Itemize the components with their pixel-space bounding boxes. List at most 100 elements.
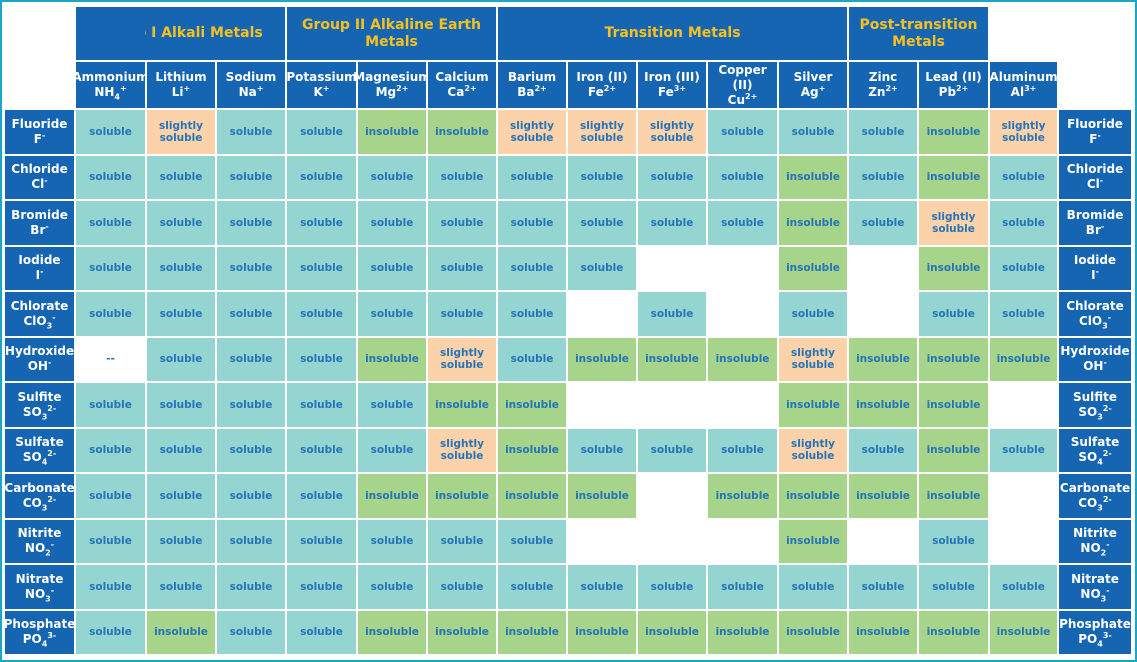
anion-charge: -: [47, 358, 52, 368]
solubility-cell: insoluble: [358, 474, 426, 518]
solubility-cell: slightly soluble: [498, 110, 566, 154]
cation-symbol: Fe: [587, 85, 604, 99]
solubility-cell: soluble: [76, 565, 145, 609]
solubility-cell: insoluble: [568, 474, 636, 518]
solubility-cell: soluble: [990, 246, 1057, 290]
solubility-cell: insoluble: [498, 474, 566, 518]
anion-formula: SO42-: [23, 450, 56, 466]
anion-formula: OH-: [28, 359, 52, 374]
solubility-cell: insoluble: [779, 519, 847, 563]
solubility-value: soluble: [229, 398, 273, 411]
anion-subscript: 3: [41, 412, 48, 422]
anion-name: Fluoride: [11, 116, 68, 131]
anion-charge: -: [50, 540, 55, 550]
solubility-cell: soluble: [358, 519, 426, 563]
solubility-value: soluble: [721, 216, 764, 229]
solubility-cell: soluble: [568, 428, 636, 472]
solubility-cell: soluble: [568, 246, 636, 290]
anion-header: Chloride Cl-: [5, 155, 74, 199]
solubility-value: soluble: [861, 171, 905, 184]
anion-subscript: 4: [1097, 639, 1103, 649]
cation-charge: +: [818, 84, 826, 93]
solubility-cell: soluble: [708, 428, 777, 472]
solubility-cell: soluble: [287, 565, 356, 609]
solubility-value: soluble: [89, 580, 132, 593]
cation-header: Ammonium NH4+: [72, 62, 149, 108]
cation-subscript: 4: [114, 92, 120, 102]
solubility-value: insoluble: [786, 535, 840, 548]
solubility-value: soluble: [580, 580, 624, 593]
anion-charge: -: [50, 585, 55, 595]
solubility-value: soluble: [510, 580, 554, 593]
cation-name: Lead (II): [925, 70, 982, 84]
solubility-cell: insoluble: [708, 474, 777, 518]
solubility-value: soluble: [791, 580, 835, 593]
cation-charge: 2+: [534, 84, 547, 93]
cation-header: Zinc Zn2+: [849, 62, 917, 108]
solubility-value: insoluble: [505, 444, 559, 457]
solubility-value: slightly soluble: [510, 119, 554, 144]
solubility-cell: insoluble: [779, 610, 847, 654]
solubility-value: soluble: [229, 216, 273, 229]
anion-symbol: NO: [1080, 586, 1101, 601]
cation-header: Potassium K+: [286, 62, 357, 108]
anion-header-right: Chloride Cl-: [1059, 155, 1131, 199]
solubility-value: insoluble: [435, 626, 489, 639]
solubility-cell: soluble: [217, 565, 285, 609]
solubility-cell: slightly soluble: [919, 201, 988, 245]
solubility-cell: soluble: [638, 428, 706, 472]
solubility-cell: insoluble: [428, 610, 496, 654]
solubility-cell: soluble: [358, 201, 426, 245]
solubility-cell: insoluble: [919, 383, 988, 427]
cation-charge: 2+: [603, 84, 617, 93]
solubility-cell: soluble: [428, 201, 496, 245]
solubility-value: insoluble: [505, 398, 559, 411]
solubility-cell: insoluble: [779, 383, 847, 427]
solubility-cell: soluble: [287, 428, 356, 472]
solubility-value: soluble: [510, 216, 554, 229]
anion-symbol: SO: [22, 404, 42, 419]
solubility-value: soluble: [580, 216, 624, 229]
solubility-value: soluble: [229, 626, 273, 639]
anion-symbol: F: [1089, 131, 1098, 146]
anion-subscript: 3: [41, 503, 48, 513]
solubility-cell: soluble: [217, 474, 285, 518]
anion-formula: PO43-: [23, 632, 56, 648]
anion-charge: -: [44, 176, 48, 186]
solubility-cell: soluble: [498, 519, 566, 563]
cation-formula: Mg2+: [376, 85, 409, 100]
cation-formula: Ca2+: [447, 85, 476, 100]
anion-symbol: F: [33, 131, 42, 146]
solubility-value: soluble: [229, 307, 273, 320]
anion-charge: 3-: [1102, 631, 1112, 641]
anion-formula: F-: [33, 131, 46, 147]
solubility-value: soluble: [300, 353, 343, 366]
solubility-cell: [708, 246, 777, 290]
anion-header-right: Nitrate NO3-: [1059, 565, 1131, 609]
cation-header: Sodium Na+: [217, 62, 285, 108]
anion-symbol: NO: [24, 586, 46, 601]
solubility-cell: insoluble: [147, 610, 215, 654]
cation-symbol: Pb: [938, 85, 957, 99]
solubility-value: insoluble: [645, 626, 699, 639]
anion-header: Hydroxide OH-: [5, 337, 74, 381]
solubility-cell: --: [76, 337, 145, 381]
solubility-cell: soluble: [498, 246, 566, 290]
anion-formula: SO32-: [22, 404, 56, 422]
solubility-value: soluble: [791, 307, 835, 320]
solubility-cell: soluble: [147, 428, 215, 472]
anion-subscript: 2: [45, 548, 51, 558]
solubility-value: soluble: [1002, 216, 1045, 229]
solubility-cell: [849, 519, 917, 563]
solubility-value: soluble: [721, 580, 764, 593]
solubility-value: soluble: [370, 444, 414, 457]
cation-charge: 2+: [956, 84, 969, 93]
solubility-cell: insoluble: [919, 610, 988, 654]
solubility-cell: soluble: [779, 565, 847, 609]
solubility-value: soluble: [89, 489, 132, 502]
solubility-value: soluble: [159, 444, 203, 457]
solubility-value: soluble: [861, 125, 905, 138]
solubility-cell: soluble: [990, 292, 1057, 336]
cation-name: Silver: [793, 70, 833, 84]
solubility-cell: [638, 519, 706, 563]
